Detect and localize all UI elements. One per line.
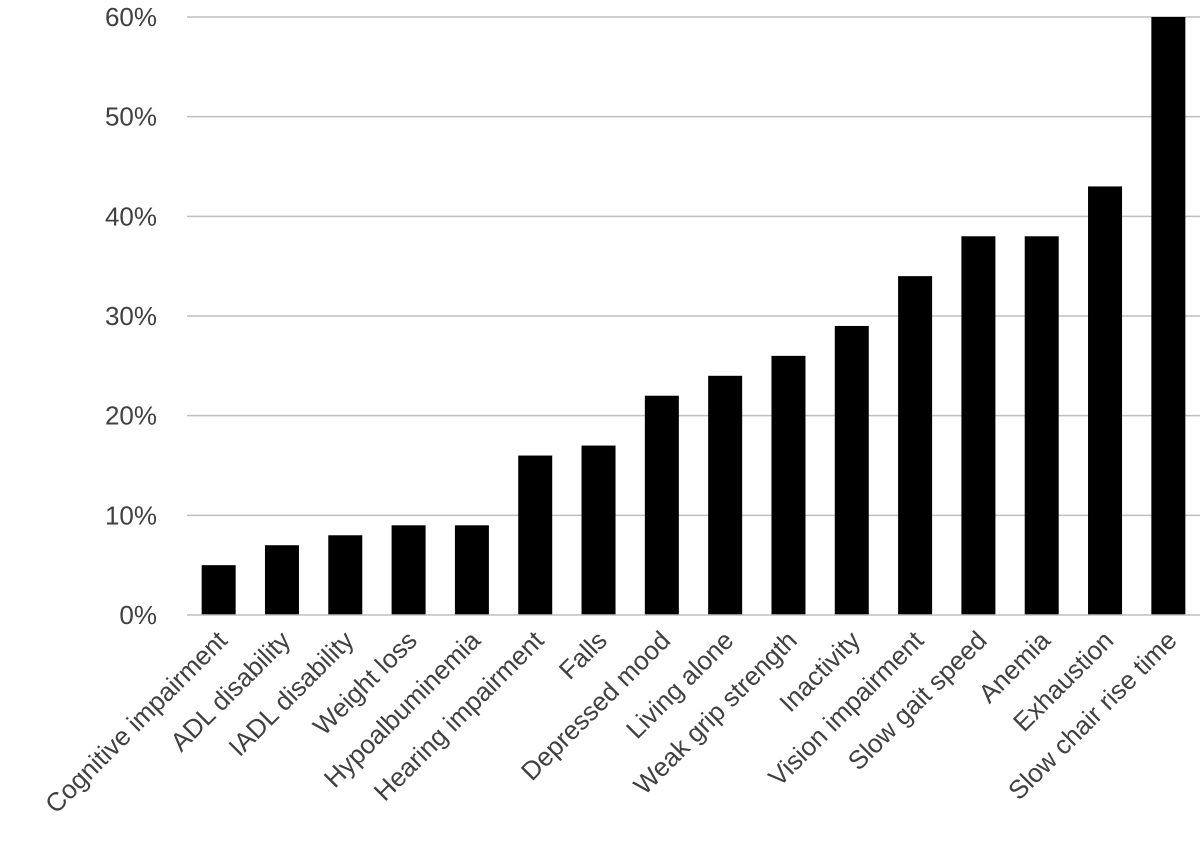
y-tick-label: 50% <box>105 102 157 132</box>
bar <box>1024 236 1059 615</box>
bar <box>264 545 299 615</box>
y-tick-label: 20% <box>105 401 157 431</box>
y-tick-label: 30% <box>105 301 157 331</box>
bar <box>328 535 363 615</box>
bar <box>1151 17 1186 615</box>
y-tick-label: 60% <box>105 2 157 32</box>
y-tick-label: 40% <box>105 201 157 231</box>
bar <box>581 445 616 615</box>
bar <box>771 355 806 615</box>
y-tick-label: 10% <box>105 500 157 530</box>
bars <box>201 17 1186 615</box>
y-tick-label: 0% <box>119 600 157 630</box>
bar <box>518 455 553 615</box>
y-axis-tick-labels: 0% 10% 20% 30% 40% 50% 60% <box>105 2 157 630</box>
bar <box>898 276 933 615</box>
bar <box>834 325 869 615</box>
bar <box>644 395 679 615</box>
bar <box>391 525 426 615</box>
bar <box>1088 186 1123 615</box>
bar <box>961 236 996 615</box>
bar <box>201 565 236 615</box>
bar <box>708 375 743 615</box>
bar <box>454 525 489 615</box>
